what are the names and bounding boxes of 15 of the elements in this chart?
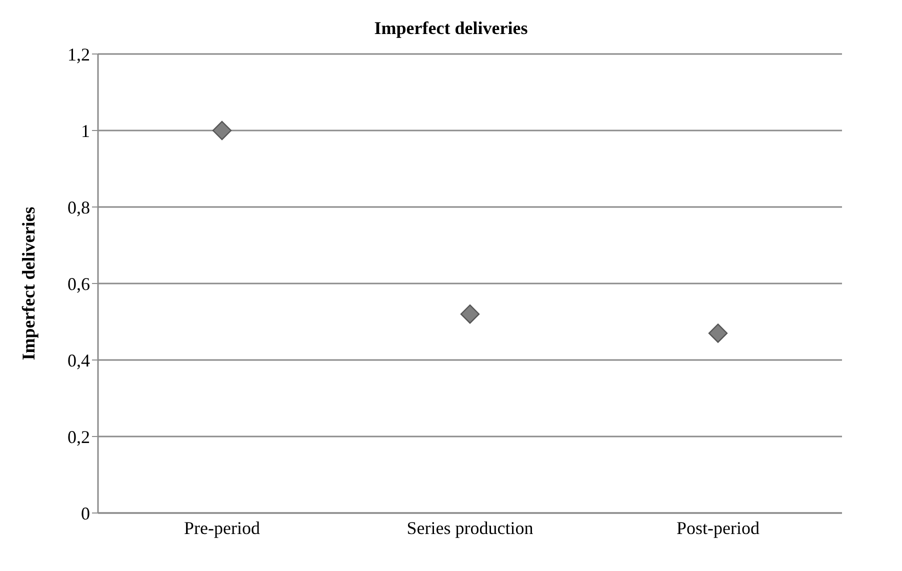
x-tick-label: Series production — [406, 518, 534, 538]
chart-title: Imperfect deliveries — [373, 18, 529, 39]
point — [708, 324, 728, 343]
point — [212, 120, 232, 140]
y-tick-label: 0 — [81, 503, 90, 524]
y-tick-label: 0,8 — [68, 197, 90, 218]
y-tick-label: 1,2 — [68, 44, 90, 64]
point — [460, 304, 480, 324]
x-tick-label: Pre-period — [184, 518, 260, 538]
x-tick-label: Post-period — [676, 518, 760, 538]
y-axis-title: Imperfect deliveries — [18, 206, 38, 360]
y-tick-label: 1 — [81, 120, 90, 141]
y-tick-label: 0,2 — [68, 426, 90, 447]
y-tick-label: 0,6 — [68, 274, 90, 294]
y-tick-label: 0,4 — [68, 350, 90, 370]
